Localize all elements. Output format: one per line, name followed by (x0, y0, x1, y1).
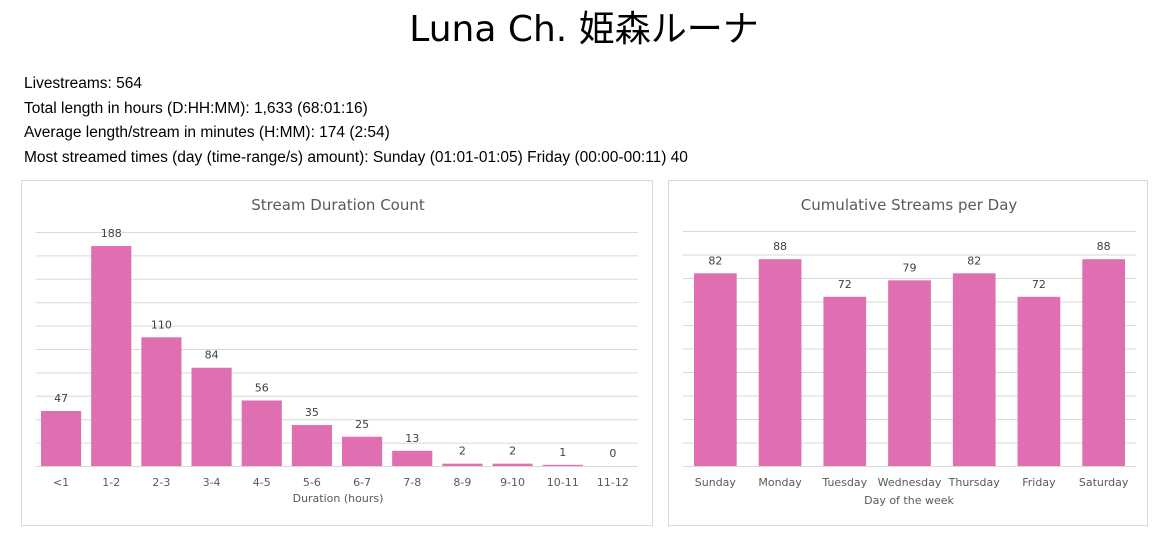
tick-label-monday: Monday (758, 476, 802, 489)
tick-label-friday: Friday (1022, 476, 1056, 489)
data-label-monday: 88 (773, 240, 787, 253)
bar-2-3 (141, 337, 182, 466)
bars (41, 246, 583, 466)
page-title: Luna Ch. 姫森ルーナ (409, 9, 759, 50)
data-label-5-6: 35 (305, 406, 319, 419)
tick-label-8-9: 8-9 (453, 476, 471, 489)
bar-friday (1017, 296, 1061, 466)
bar-7-8 (392, 450, 433, 466)
bar-3-4 (191, 367, 232, 466)
data-label-9-10: 2 (509, 445, 516, 458)
tick-label-11-12: 11-12 (597, 476, 629, 489)
tick-label-saturday: Saturday (1079, 476, 1129, 489)
data-label-2-3: 110 (151, 318, 172, 331)
data-label-tuesday: 72 (838, 278, 852, 291)
data-label-11-12: 0 (609, 447, 616, 460)
tick-label-10-11: 10-11 (547, 476, 579, 489)
data-label-8-9: 2 (459, 445, 466, 458)
data-labels: 47 188 110 84 56 35 25 13 2 2 1 0 (54, 227, 616, 460)
stat-livestreams: Livestreams: 564 (24, 75, 143, 92)
tick-label-3-4: 3-4 (203, 476, 221, 489)
tick-label-thursday: Thursday (948, 476, 1001, 489)
stat-most-streamed-times: Most streamed times (day (time-range/s) … (24, 148, 688, 166)
data-label-sunday: 82 (708, 254, 722, 267)
tick-label-wednesday: Wednesday (878, 476, 942, 489)
stat-total-length: Total length in hours (D:HH:MM): 1,633 (… (24, 99, 368, 117)
gridlines (36, 232, 638, 467)
tick-label-2-3: 2-3 (152, 476, 170, 489)
data-label-4-5: 56 (255, 381, 269, 394)
bar-8-9 (442, 463, 483, 466)
stream-duration-chart-panel: Stream Duration Count 47 188 110 84 56 35 25 13… (21, 180, 653, 526)
bar-lt1 (41, 411, 82, 466)
x-axis-label: Day of the week (864, 494, 954, 507)
bar-sunday (694, 273, 737, 466)
bar-thursday (952, 273, 996, 466)
x-tick-labels: Sunday Monday Tuesday Wednesday Thursday Frid… (695, 476, 1129, 489)
bar-1-2 (91, 246, 132, 466)
tick-label-7-8: 7-8 (403, 476, 421, 489)
data-label-10-11: 1 (559, 446, 566, 459)
chart-title: Cumulative Streams per Day (801, 196, 1018, 214)
tick-label-sunday: Sunday (695, 476, 737, 489)
data-label-lt1: 47 (54, 392, 68, 405)
data-label-wednesday: 79 (903, 261, 917, 274)
tick-label-9-10: 9-10 (500, 476, 525, 489)
x-axis-label: Duration (hours) (293, 492, 384, 505)
tick-label-1-2: 1-2 (102, 476, 120, 489)
tick-label-tuesday: Tuesday (821, 476, 867, 489)
stream-duration-chart: Stream Duration Count 471881108456352513… (36, 196, 638, 505)
bar-4-5 (241, 400, 282, 466)
bar-tuesday (823, 296, 867, 466)
tick-label-5-6: 5-6 (303, 476, 321, 489)
x-tick-labels: <1 1-2 2-3 3-4 4-5 5-6 6-7 7-8 8-9 9-10 10-11 11-12 (53, 476, 629, 489)
streams-per-day-chart-panel: Cumulative Streams per Day 82 88 72 79 82 72 8… (668, 180, 1148, 526)
bar-monday (758, 259, 802, 466)
data-label-6-7: 25 (355, 418, 369, 431)
tick-label-4-5: 4-5 (253, 476, 271, 489)
bar-5-6 (291, 425, 332, 466)
bar-10-11 (542, 464, 583, 466)
streams-per-day-chart: Cumulative Streams per Day 8288727982728… (683, 196, 1136, 507)
tick-label-lt1: <1 (53, 476, 69, 489)
bar-saturday (1082, 259, 1125, 466)
data-label-3-4: 84 (205, 349, 219, 362)
stat-average-length: Average length/stream in minutes (H:MM):… (24, 124, 390, 141)
stats-block: Livestreams: 564 Total length in hours (… (24, 72, 688, 170)
bar-wednesday (888, 280, 931, 466)
data-label-thursday: 82 (967, 254, 981, 267)
data-label-1-2: 188 (101, 227, 122, 240)
bars (694, 259, 1125, 466)
data-label-saturday: 88 (1097, 240, 1111, 253)
tick-label-6-7: 6-7 (353, 476, 371, 489)
data-label-friday: 72 (1032, 278, 1046, 291)
data-label-7-8: 13 (405, 432, 419, 445)
chart-title: Stream Duration Count (251, 196, 425, 214)
bar-9-10 (492, 463, 533, 466)
bar-6-7 (342, 436, 383, 466)
data-labels: 82 88 72 79 82 72 88 (708, 240, 1110, 291)
